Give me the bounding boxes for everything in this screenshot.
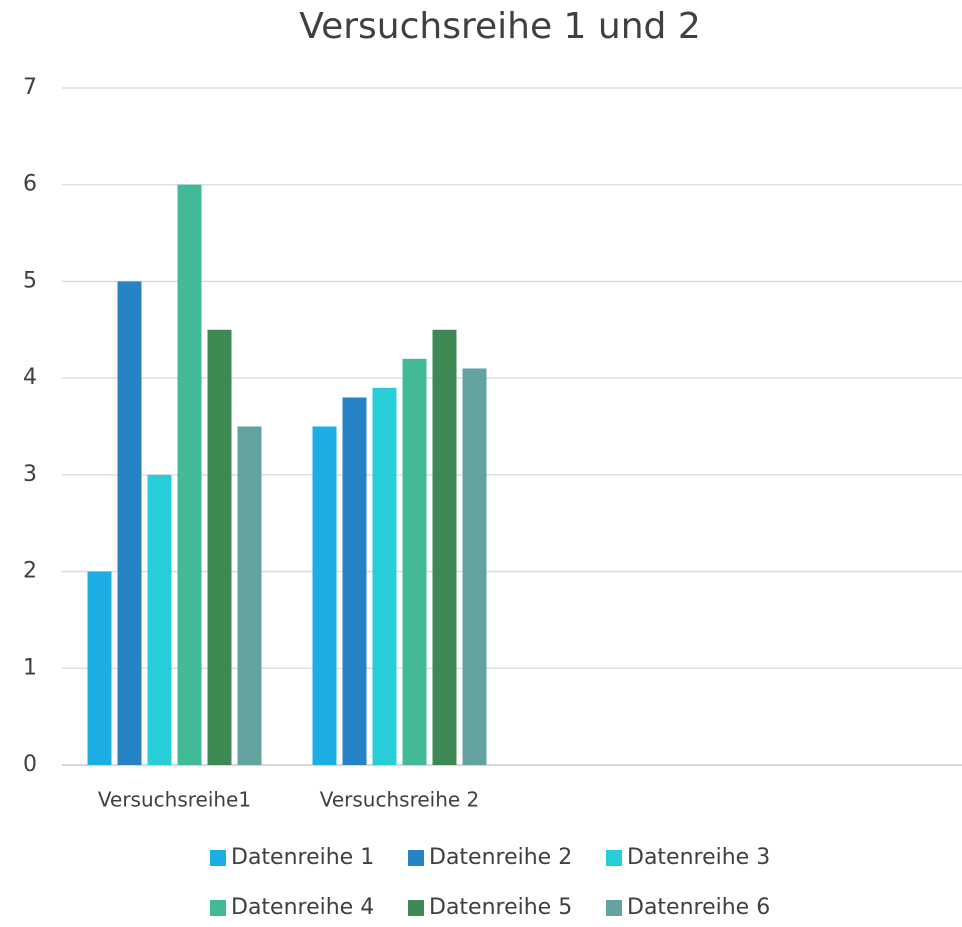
bar <box>237 426 262 765</box>
y-tick-label: 7 <box>23 75 37 100</box>
y-tick-label: 2 <box>23 559 37 584</box>
bar <box>462 368 487 765</box>
legend-label: Datenreihe 3 <box>627 845 770 870</box>
bar <box>207 329 232 765</box>
legend-swatch <box>210 850 226 866</box>
y-tick-label: 3 <box>23 462 37 487</box>
y-tick-label: 5 <box>23 268 37 293</box>
legend-label: Datenreihe 2 <box>429 845 572 870</box>
bar <box>312 426 337 765</box>
x-tick-label: Versuchsreihe1 <box>98 788 251 812</box>
y-tick-label: 6 <box>23 172 37 197</box>
legend-swatch <box>606 850 622 866</box>
legend-swatch <box>408 900 424 916</box>
bar <box>87 571 112 765</box>
chart-title: Versuchsreihe 1 und 2 <box>299 6 700 47</box>
bar <box>147 474 172 765</box>
legend-swatch <box>408 850 424 866</box>
legend-label: Datenreihe 4 <box>231 895 374 920</box>
legend-swatch <box>210 900 226 916</box>
bar <box>117 281 142 765</box>
legend-label: Datenreihe 6 <box>627 895 770 920</box>
legend-label: Datenreihe 1 <box>231 845 374 870</box>
bar <box>342 397 367 765</box>
y-tick-label: 0 <box>23 752 37 777</box>
bar <box>432 329 457 765</box>
bar <box>372 387 397 765</box>
legend-swatch <box>606 900 622 916</box>
bar <box>177 184 202 765</box>
y-tick-label: 1 <box>23 655 37 680</box>
x-tick-label: Versuchsreihe 2 <box>320 788 480 812</box>
bar <box>402 358 427 765</box>
y-tick-label: 4 <box>23 365 37 390</box>
legend-label: Datenreihe 5 <box>429 895 572 920</box>
